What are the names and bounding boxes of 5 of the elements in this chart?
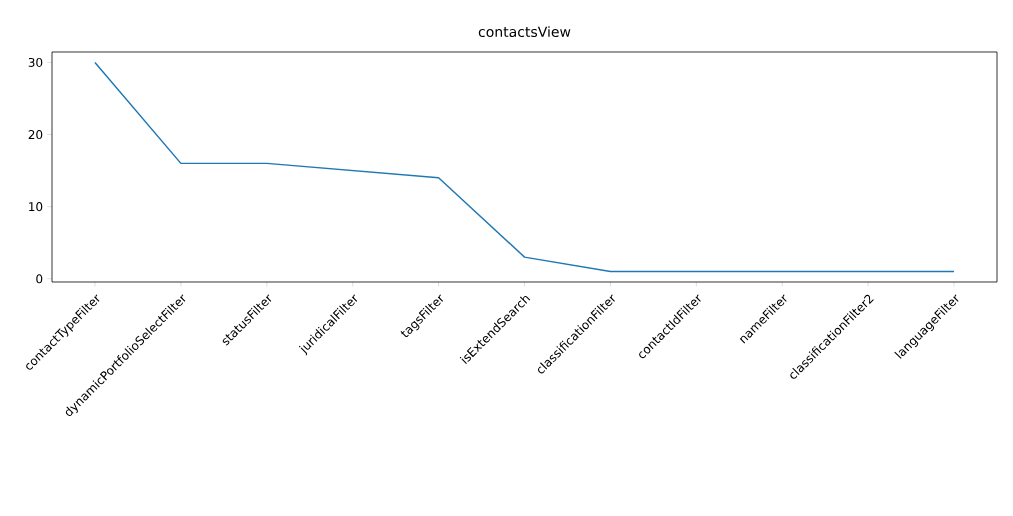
y-tick-label: 30	[28, 57, 43, 67]
y-tick-label: 10	[29, 202, 43, 212]
chart-title: contactsView	[478, 26, 571, 38]
y-tick-label: 0	[36, 274, 43, 284]
y-tick-label: 20	[28, 130, 43, 140]
